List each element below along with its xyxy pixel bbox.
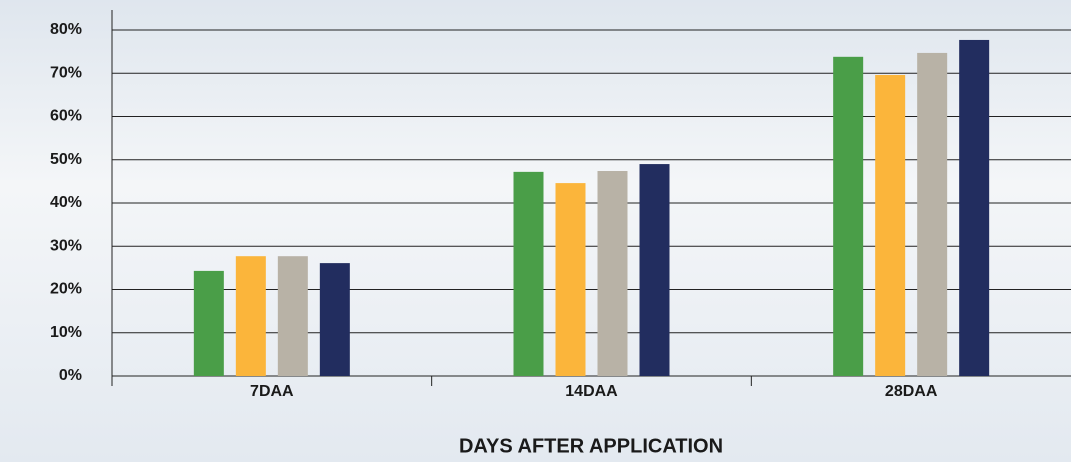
y-tick-label: 70% (50, 64, 82, 81)
x-tick-label: 14DAA (565, 383, 618, 400)
y-tick-label: 50% (50, 151, 82, 168)
y-tick-label: 60% (50, 108, 82, 125)
bar (278, 256, 308, 376)
y-tick-label: 80% (50, 21, 82, 38)
chart: DAYS AFTER APPLICATION 0% 10% 20% 30% 40% 50%… (0, 0, 1071, 462)
y-tick-label: 0% (59, 367, 82, 384)
bar (598, 171, 628, 376)
bar (875, 75, 905, 376)
x-axis-title: DAYS AFTER APPLICATION (459, 435, 723, 457)
bar (194, 271, 224, 376)
bar (959, 40, 989, 376)
bar (833, 57, 863, 376)
page: DAYS AFTER APPLICATION 0% 10% 20% 30% 40% 50%… (0, 0, 1071, 462)
bar (640, 164, 670, 376)
y-tick-label: 10% (50, 324, 82, 341)
bar (236, 256, 266, 376)
y-tick-label: 30% (50, 237, 82, 254)
x-tick-label: 7DAA (250, 383, 294, 400)
bar (556, 183, 586, 376)
bar (917, 53, 947, 376)
y-tick-label: 20% (50, 281, 82, 298)
bar (320, 263, 350, 376)
y-tick-label: 40% (50, 194, 82, 211)
bar (514, 172, 544, 376)
x-tick-label: 28DAA (885, 383, 938, 400)
